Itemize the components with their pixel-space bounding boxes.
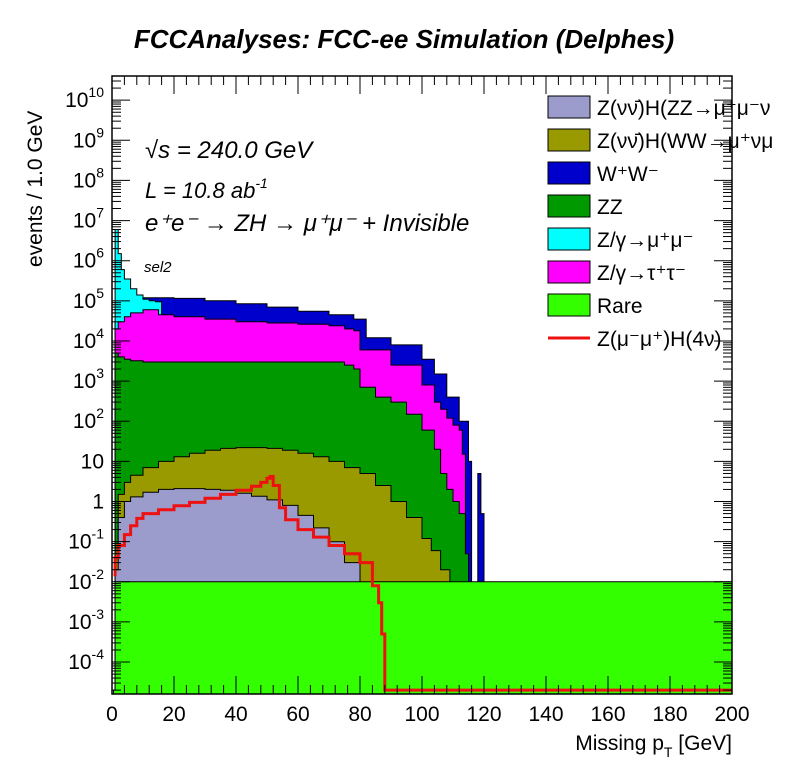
legend-label: Z/γ→τ⁺τ⁻ [597, 262, 686, 285]
x-tick-label: 20 [162, 703, 185, 726]
y-tick-label: 1 [92, 491, 104, 514]
y-tick-label: 108 [73, 164, 104, 192]
legend-label: Z(μ⁻μ⁺)H(4ν) [597, 328, 722, 351]
legend-swatch [547, 95, 591, 119]
x-tick-label: 60 [286, 703, 309, 726]
x-tick-label: 100 [404, 703, 439, 726]
y-axis-ticks: 10-4 10-3 10-2 10-1 1 10 102 103 104 105 106 107 108… [65, 75, 732, 691]
y-tick-label: 105 [73, 285, 104, 313]
y-tick-label: 10-1 [68, 526, 104, 554]
signal-line [113, 475, 732, 692]
x-tick-label: 120 [466, 703, 501, 726]
y-tick-label: 10-4 [68, 646, 104, 674]
x-tick-label: 200 [714, 703, 749, 726]
legend: Z(νν̄)H(ZZ→μ⁺μ⁻ν Z(νν̄)H(WW→μ⁺νμ W⁺W⁻ ZZ Z/γ… [547, 95, 773, 351]
x-tick-label: 40 [224, 703, 247, 726]
selection-label: sel2 [144, 259, 172, 276]
x-tick-label: 140 [528, 703, 563, 726]
legend-label: ZZ [597, 196, 623, 219]
y-tick-label: 104 [73, 325, 104, 353]
x-axis-ticks: 0 20 40 60 80 100 120 140 160 180 200 [106, 76, 750, 726]
x-tick-label: 80 [348, 703, 371, 726]
sqrt-s-label: √s = 240.0 GeV [145, 137, 314, 164]
process-label: e⁺e⁻ → ZH → μ⁺μ⁻ + Invisible [145, 210, 469, 237]
y-tick-label: 109 [73, 124, 104, 152]
y-tick-label: 102 [73, 405, 104, 433]
legend-label: Z(νν̄)H(WW→μ⁺νμ [597, 130, 773, 153]
x-tick-label: 160 [590, 703, 625, 726]
y-axis-label: events / 1.0 GeV [24, 111, 47, 267]
series-line-7 [113, 475, 732, 692]
legend-swatch [547, 293, 591, 317]
y-tick-label: 106 [73, 245, 104, 273]
series-area-6 [113, 581, 732, 694]
legend-swatch [547, 227, 591, 251]
legend-label: W⁺W⁻ [597, 163, 659, 186]
legend-swatch [547, 194, 591, 218]
x-axis-label: Missing pT [GeV] [575, 732, 732, 760]
x-tick-label: 0 [106, 703, 118, 726]
legend-swatch [547, 161, 591, 185]
chart-title: FCCAnalyses: FCC-ee Simulation (Delphes) [134, 24, 674, 54]
legend-label: Rare [597, 295, 643, 318]
legend-label: Z/γ→μ⁺μ⁻ [597, 229, 694, 252]
legend-swatch [547, 128, 591, 152]
x-tick-label: 180 [652, 703, 687, 726]
stacked-areas [113, 229, 732, 694]
legend-label: Z(νν̄)H(ZZ→μ⁺μ⁻ν [597, 97, 771, 120]
legend-swatch [547, 260, 591, 284]
lumi-label: L = 10.8 ab-1 [145, 175, 268, 203]
y-tick-label: 107 [73, 205, 104, 233]
y-tick-label: 103 [73, 365, 104, 393]
y-tick-label: 10-3 [68, 606, 104, 634]
y-tick-label: 1010 [65, 84, 104, 112]
y-tick-label: 10-2 [68, 566, 104, 594]
y-tick-label: 10 [81, 450, 104, 473]
